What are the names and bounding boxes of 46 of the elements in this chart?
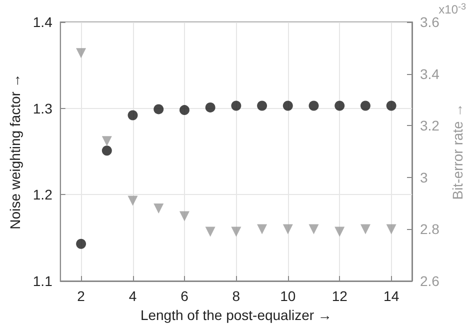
y2-tick-label: 2.8: [420, 221, 440, 238]
point: [334, 100, 345, 111]
point: [360, 100, 370, 111]
point: [231, 100, 242, 111]
point: [308, 100, 319, 111]
x-tick-label: 14: [384, 288, 400, 304]
y2-tick-label: 3: [420, 169, 428, 186]
point: [179, 105, 190, 116]
x-tick-label: 8: [232, 288, 240, 304]
x-tick-label: 4: [128, 288, 137, 304]
x-tick-label: 6: [180, 288, 189, 304]
point: [128, 110, 138, 120]
y2-axis-title: Bit-error rate →: [449, 103, 466, 200]
y2-tick-label: 3.6: [420, 14, 440, 30]
x-axis-title: Length of the post-equalizer →: [140, 306, 332, 323]
point: [360, 224, 370, 234]
y2-tick-label: 3.4: [420, 66, 440, 82]
point: [231, 226, 242, 237]
x-tick-label: 12: [332, 288, 348, 304]
point: [205, 226, 216, 237]
point: [282, 224, 293, 234]
point: [257, 224, 268, 234]
point: [334, 226, 345, 237]
y2-tick-label: 2.6: [420, 273, 440, 289]
point: [308, 224, 319, 234]
point: [76, 238, 86, 249]
point: [154, 203, 164, 214]
point: [154, 104, 164, 114]
point: [179, 211, 190, 222]
point: [128, 196, 138, 206]
point: [76, 48, 86, 58]
y-tick-label: 1.4: [32, 14, 53, 30]
y-axis-title: Noise weighting factor →: [7, 74, 23, 230]
point: [282, 100, 293, 111]
point: [102, 146, 112, 156]
y-tick-label: 1.2: [32, 186, 53, 203]
point: [205, 102, 216, 112]
y-tick-label: 1.3: [32, 100, 53, 116]
y-tick-label: 1.1: [32, 273, 53, 289]
point: [386, 224, 396, 234]
point: [102, 136, 112, 146]
x-tick-label: 10: [280, 288, 296, 304]
x-tick-label: 2: [77, 288, 86, 304]
point: [257, 100, 268, 111]
point: [386, 100, 396, 111]
y2-tick-label: 3.2: [420, 118, 440, 134]
